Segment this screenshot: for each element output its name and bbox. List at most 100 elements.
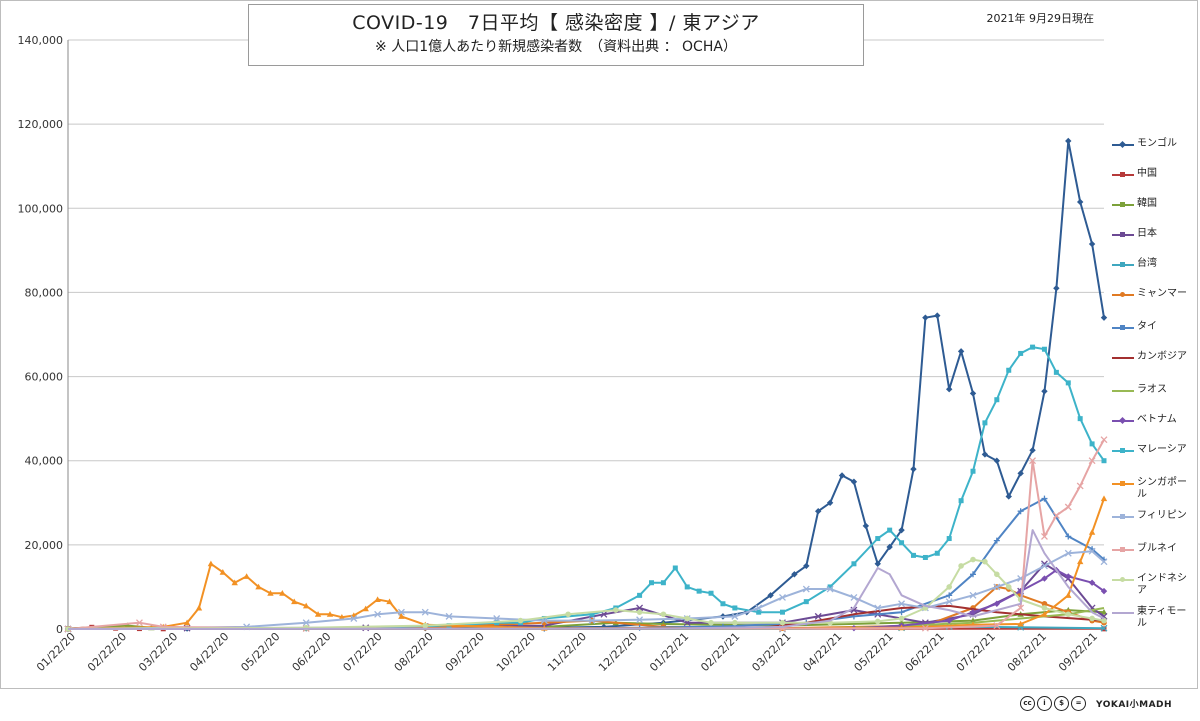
data-point bbox=[1041, 388, 1048, 395]
legend-label: ブルネイ bbox=[1137, 543, 1177, 554]
data-point bbox=[898, 600, 906, 608]
data-point bbox=[1030, 344, 1036, 350]
data-point bbox=[1065, 573, 1072, 580]
y-tick-label: 0 bbox=[56, 623, 63, 636]
title-box: COVID-19 7日平均【 感染密度 】/ 東アジア ※ 人口1億人あたり新規… bbox=[248, 4, 864, 66]
data-point bbox=[684, 615, 691, 622]
footer: cc i $ = YOKAI小MADH bbox=[1020, 696, 1172, 711]
y-tick-label: 100,000 bbox=[18, 202, 64, 215]
data-point bbox=[386, 598, 393, 605]
legend-item: マレーシア bbox=[1112, 444, 1200, 477]
data-point bbox=[1041, 495, 1048, 502]
legend-item: 東ティモール bbox=[1112, 606, 1200, 639]
data-point bbox=[255, 583, 262, 590]
legend-item: インドネシア bbox=[1112, 573, 1200, 606]
data-point bbox=[1100, 608, 1108, 615]
data-point bbox=[445, 612, 453, 620]
series-line-12 bbox=[67, 550, 1105, 630]
data-point bbox=[1088, 457, 1096, 465]
data-point bbox=[1089, 441, 1095, 447]
data-point bbox=[1065, 611, 1072, 618]
x-tick-label: 05/22/20 bbox=[238, 630, 282, 674]
data-point bbox=[731, 612, 739, 620]
legend-item: ブルネイ bbox=[1112, 543, 1200, 573]
data-point bbox=[1100, 624, 1108, 632]
data-point bbox=[898, 615, 905, 622]
data-point bbox=[1088, 579, 1096, 586]
data-point bbox=[636, 604, 644, 612]
data-point bbox=[862, 522, 870, 530]
data-point bbox=[826, 585, 834, 593]
data-point bbox=[779, 609, 785, 615]
data-point bbox=[779, 619, 786, 626]
legend-label: モンゴル bbox=[1137, 138, 1177, 149]
data-point bbox=[421, 608, 429, 616]
legend-label: 韓国 bbox=[1137, 198, 1157, 209]
data-point bbox=[1017, 604, 1025, 612]
data-point bbox=[886, 543, 893, 551]
data-point bbox=[1076, 482, 1084, 490]
legend-marker bbox=[1120, 325, 1125, 330]
data-point bbox=[969, 390, 977, 397]
data-point bbox=[850, 478, 858, 485]
x-tick-label: 03/22/20 bbox=[136, 630, 180, 674]
legend-swatch bbox=[1112, 325, 1134, 330]
series-line-0 bbox=[67, 140, 1105, 630]
legend-item: シンガポール bbox=[1112, 477, 1200, 510]
data-point bbox=[993, 537, 1000, 544]
legend-swatch bbox=[1112, 448, 1134, 453]
data-point bbox=[1088, 240, 1096, 248]
data-point bbox=[814, 612, 822, 620]
data-point bbox=[660, 611, 667, 618]
legend-marker bbox=[1120, 202, 1125, 207]
data-point bbox=[803, 599, 809, 605]
data-point bbox=[565, 611, 571, 618]
legend-swatch bbox=[1112, 140, 1134, 149]
x-tick-label: 09/22/20 bbox=[443, 630, 487, 674]
data-point bbox=[970, 468, 976, 474]
data-point bbox=[696, 588, 702, 594]
data-point bbox=[958, 563, 964, 569]
data-point bbox=[1017, 470, 1024, 477]
data-point bbox=[291, 598, 298, 605]
y-tick-label: 40,000 bbox=[25, 455, 64, 468]
data-point bbox=[756, 609, 762, 615]
data-point bbox=[588, 617, 596, 625]
data-point bbox=[993, 622, 1001, 630]
data-point bbox=[1053, 285, 1060, 292]
data-point bbox=[374, 596, 381, 603]
data-point bbox=[1101, 458, 1107, 464]
data-point bbox=[767, 592, 774, 599]
data-point bbox=[898, 609, 905, 616]
data-point bbox=[994, 397, 1000, 403]
legend-marker bbox=[1120, 514, 1125, 519]
data-point bbox=[636, 609, 643, 615]
legend-marker bbox=[1120, 262, 1125, 267]
data-point bbox=[1064, 503, 1072, 511]
legend-label: インドネシア bbox=[1137, 573, 1187, 596]
x-tick-label: 09/22/21 bbox=[1056, 630, 1100, 674]
data-point bbox=[826, 499, 834, 506]
legend-marker bbox=[1120, 448, 1125, 453]
legend-label: ラオス bbox=[1137, 384, 1167, 395]
data-point bbox=[1089, 615, 1095, 622]
data-point bbox=[934, 550, 940, 556]
data-point bbox=[720, 601, 726, 607]
legend-label: 中国 bbox=[1137, 168, 1157, 179]
cc-icon: cc bbox=[1020, 696, 1035, 711]
legend-label: 日本 bbox=[1137, 228, 1157, 239]
data-point bbox=[993, 600, 1001, 607]
y-tick-label: 140,000 bbox=[18, 34, 64, 47]
data-point bbox=[541, 615, 547, 621]
x-tick-label: 08/22/20 bbox=[392, 630, 436, 674]
data-point bbox=[1017, 508, 1024, 515]
data-point bbox=[1076, 558, 1084, 565]
data-point bbox=[1064, 549, 1072, 557]
x-tick-label: 02/22/21 bbox=[698, 630, 742, 674]
data-point bbox=[1100, 587, 1108, 595]
nc-icon: $ bbox=[1054, 696, 1069, 711]
data-point bbox=[1017, 620, 1024, 627]
data-point bbox=[1005, 493, 1012, 500]
data-point bbox=[397, 608, 405, 616]
data-point bbox=[207, 560, 215, 567]
